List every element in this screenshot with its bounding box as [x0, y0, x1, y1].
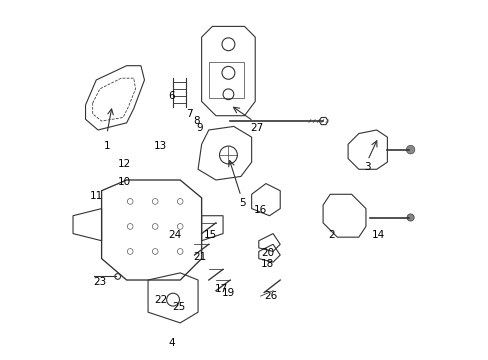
- Circle shape: [406, 145, 414, 154]
- Text: 11: 11: [89, 191, 102, 201]
- Text: 7: 7: [185, 109, 192, 119]
- Text: 2: 2: [328, 230, 335, 240]
- Text: 23: 23: [93, 277, 106, 287]
- Text: 15: 15: [203, 230, 217, 240]
- Text: 24: 24: [168, 230, 181, 240]
- Text: 6: 6: [167, 91, 174, 101]
- Text: 16: 16: [253, 205, 266, 215]
- Text: 10: 10: [118, 177, 131, 187]
- Text: 27: 27: [250, 123, 263, 133]
- Text: 18: 18: [261, 259, 274, 269]
- Text: 26: 26: [264, 291, 277, 301]
- Text: 3: 3: [364, 162, 370, 172]
- Text: 5: 5: [239, 198, 245, 208]
- Text: 8: 8: [193, 116, 199, 126]
- Text: 9: 9: [196, 123, 203, 133]
- Text: 14: 14: [371, 230, 384, 240]
- Circle shape: [406, 214, 413, 221]
- Text: 20: 20: [261, 248, 274, 258]
- Text: 12: 12: [118, 159, 131, 169]
- Text: 25: 25: [171, 302, 184, 312]
- Text: 17: 17: [214, 284, 227, 294]
- Text: 4: 4: [167, 338, 174, 347]
- Text: 22: 22: [154, 295, 167, 305]
- Text: 19: 19: [222, 288, 235, 297]
- Text: 1: 1: [103, 141, 110, 151]
- Text: 13: 13: [154, 141, 167, 151]
- Text: 21: 21: [193, 252, 206, 262]
